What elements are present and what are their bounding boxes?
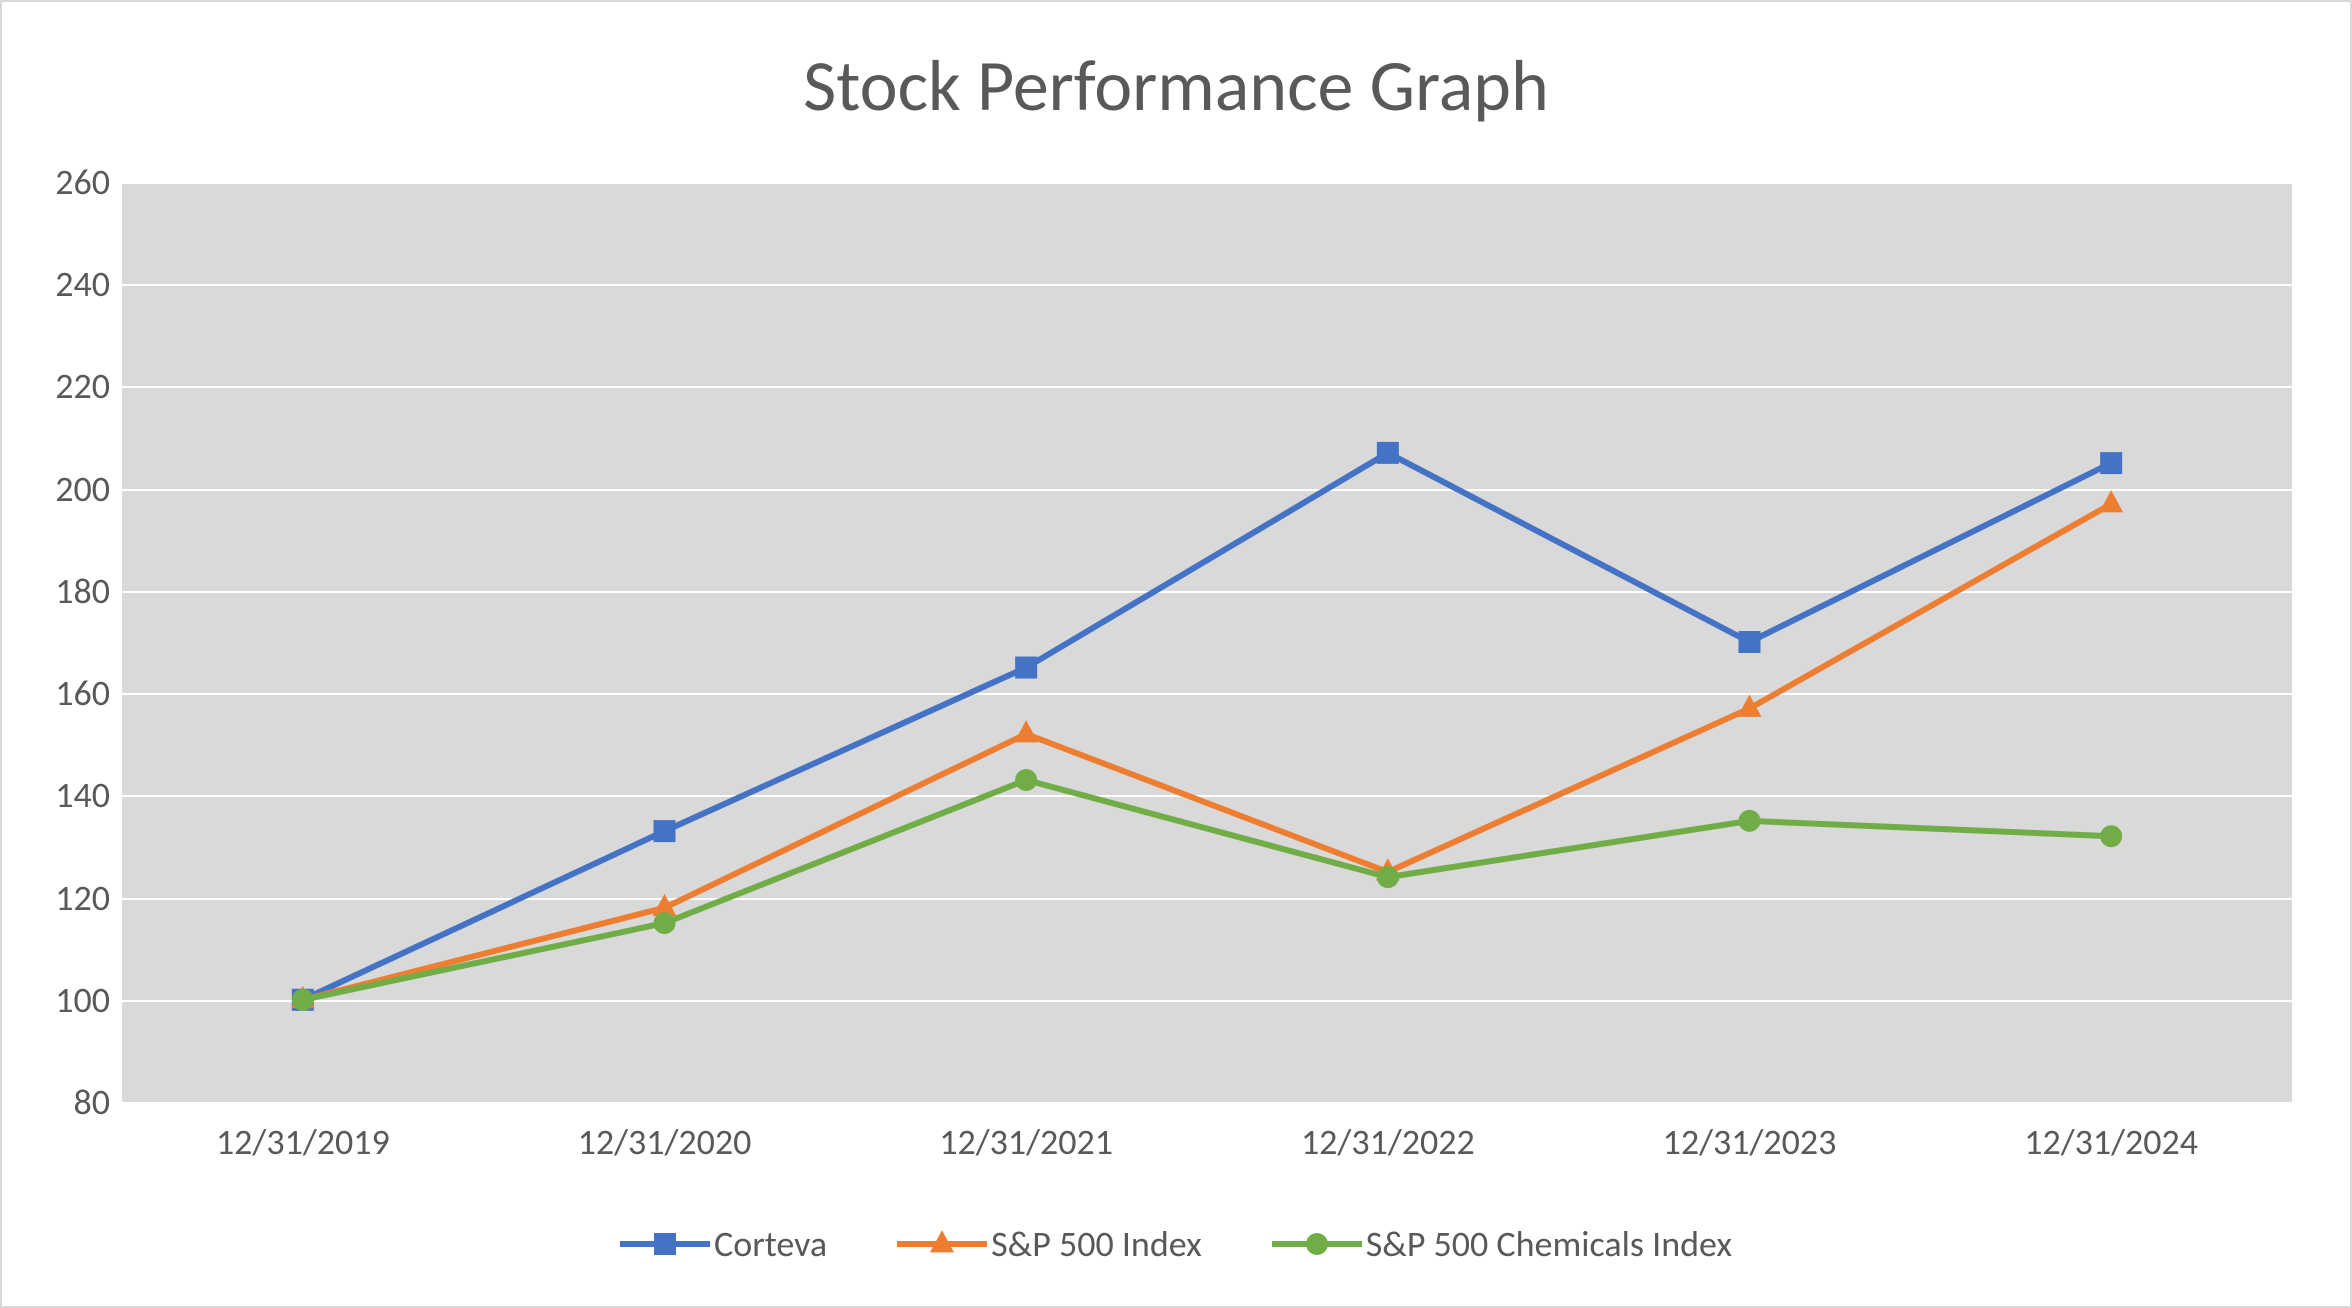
series-marker	[1015, 769, 1037, 791]
y-tick-label: 80	[74, 1080, 123, 1124]
legend-swatch	[1272, 1226, 1362, 1262]
legend-label: S&P 500 Chemicals Index	[1366, 1222, 1732, 1266]
y-tick-label: 140	[55, 773, 122, 817]
series-marker	[1015, 657, 1037, 679]
series-line	[303, 453, 2111, 1000]
series-marker	[1377, 866, 1399, 888]
legend-label: S&P 500 Index	[991, 1222, 1202, 1266]
legend-item: Corteva	[620, 1222, 827, 1266]
x-tick-label: 12/31/2021	[939, 1102, 1113, 1164]
chart-container: Stock Performance Graph 8010012014016018…	[0, 0, 2352, 1308]
y-tick-label: 180	[55, 569, 122, 613]
x-tick-label: 12/31/2023	[1663, 1102, 1837, 1164]
series-marker	[2099, 490, 2123, 512]
x-tick-label: 12/31/2022	[1301, 1102, 1475, 1164]
y-tick-label: 200	[55, 467, 122, 511]
legend-item: S&P 500 Index	[897, 1222, 1202, 1266]
series-marker	[1014, 720, 1038, 742]
y-tick-label: 240	[55, 262, 122, 306]
gridline	[122, 1102, 2292, 1104]
chart-title: Stock Performance Graph	[2, 42, 2350, 130]
series-marker	[1377, 442, 1399, 464]
legend-swatch	[620, 1226, 710, 1262]
chart-svg	[122, 182, 2292, 1102]
legend-swatch	[897, 1226, 987, 1262]
y-tick-label: 160	[55, 671, 122, 715]
x-tick-label: 12/31/2019	[216, 1102, 390, 1164]
series-marker	[654, 912, 676, 934]
x-tick-label: 12/31/2024	[2024, 1102, 2198, 1164]
series-marker	[1739, 810, 1761, 832]
series-line	[303, 780, 2111, 1000]
y-tick-label: 120	[55, 876, 122, 920]
legend: Corteva S&P 500 Index S&P 500 Chemicals In…	[2, 1222, 2350, 1266]
x-tick-label: 12/31/2020	[578, 1102, 752, 1164]
plot-area: 8010012014016018020022024026012/31/20191…	[122, 182, 2292, 1102]
legend-label: Corteva	[714, 1222, 827, 1266]
series-marker	[2100, 452, 2122, 474]
series-marker	[292, 989, 314, 1011]
series-line	[303, 504, 2111, 1000]
y-tick-label: 100	[55, 978, 122, 1022]
series-marker	[1739, 631, 1761, 653]
legend-item: S&P 500 Chemicals Index	[1272, 1222, 1732, 1266]
y-tick-label: 260	[55, 160, 122, 204]
y-tick-label: 220	[55, 364, 122, 408]
series-marker	[2100, 825, 2122, 847]
series-marker	[654, 820, 676, 842]
